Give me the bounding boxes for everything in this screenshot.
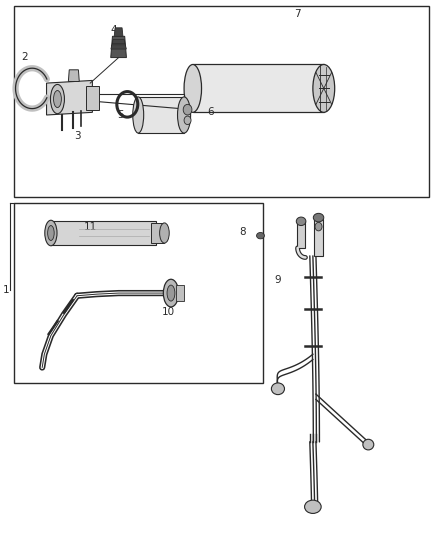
Polygon shape: [297, 221, 305, 248]
Polygon shape: [68, 70, 79, 82]
Polygon shape: [138, 97, 184, 133]
Ellipse shape: [50, 84, 64, 114]
Polygon shape: [51, 221, 155, 245]
Ellipse shape: [313, 213, 324, 222]
Ellipse shape: [159, 223, 169, 243]
Ellipse shape: [163, 279, 179, 307]
Polygon shape: [193, 64, 324, 112]
Ellipse shape: [257, 232, 265, 239]
Ellipse shape: [184, 64, 201, 112]
Ellipse shape: [53, 91, 61, 108]
Text: 5: 5: [117, 110, 124, 120]
Ellipse shape: [45, 220, 57, 246]
Ellipse shape: [167, 285, 175, 301]
Text: 6: 6: [207, 107, 214, 117]
Text: 7: 7: [294, 9, 301, 19]
Polygon shape: [46, 80, 92, 115]
Ellipse shape: [304, 500, 321, 513]
Text: 1: 1: [3, 286, 9, 295]
Polygon shape: [151, 223, 164, 243]
Text: 2: 2: [21, 52, 28, 61]
Text: 11: 11: [84, 222, 97, 232]
Text: 9: 9: [275, 275, 281, 285]
Ellipse shape: [48, 225, 54, 240]
Text: 4: 4: [111, 25, 117, 35]
Circle shape: [183, 104, 192, 115]
Text: 10: 10: [162, 306, 175, 317]
Ellipse shape: [313, 64, 335, 112]
Ellipse shape: [315, 222, 322, 231]
Polygon shape: [112, 39, 125, 44]
Ellipse shape: [296, 217, 306, 225]
Polygon shape: [111, 36, 127, 58]
Circle shape: [184, 116, 191, 125]
Ellipse shape: [177, 97, 191, 133]
Polygon shape: [176, 285, 184, 301]
Polygon shape: [314, 219, 323, 256]
Polygon shape: [86, 86, 99, 110]
Ellipse shape: [133, 97, 144, 133]
Ellipse shape: [272, 383, 285, 394]
Ellipse shape: [363, 439, 374, 450]
Text: 8: 8: [240, 227, 246, 237]
Text: 3: 3: [74, 131, 81, 141]
Polygon shape: [111, 45, 126, 49]
Polygon shape: [114, 28, 123, 36]
